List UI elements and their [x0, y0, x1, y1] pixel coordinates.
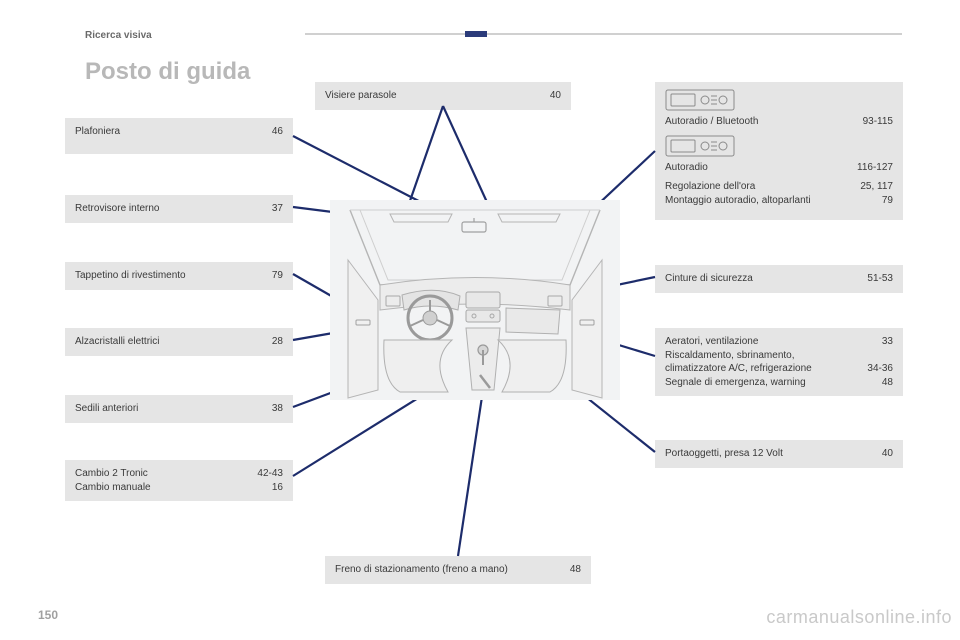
callout-tappetino: Tappetino di rivestimento 79 — [65, 262, 293, 290]
callout-ref: 46 — [272, 125, 283, 139]
radio-icon — [665, 135, 735, 157]
callout-plafoniera: Plafoniera 46 — [65, 118, 293, 154]
callout-radio: Autoradio / Bluetooth 93-115 Autoradio 116-… — [655, 82, 903, 220]
callout-visiere: Visiere parasole 40 — [315, 82, 571, 110]
callout-ref: 42-43 16 — [257, 467, 283, 494]
callout-ref: 37 — [272, 202, 283, 216]
callout-retrovisore: Retrovisore interno 37 — [65, 195, 293, 223]
callout-label: Regolazione dell'ora Montaggio autoradio… — [665, 180, 811, 207]
divider — [305, 33, 465, 35]
callout-label: Portaoggetti, presa 12 Volt — [665, 447, 783, 461]
callout-ref: 28 — [272, 335, 283, 349]
watermark: carmanualsonline.info — [766, 607, 952, 628]
radio-icon — [665, 89, 735, 111]
callout-ref: 93-115 — [863, 115, 893, 129]
accent-bar — [465, 31, 487, 37]
page: Ricerca visiva Posto di guida 150 carman… — [0, 0, 960, 640]
callout-cambio: Cambio 2 Tronic Cambio manuale 42-43 16 — [65, 460, 293, 501]
callout-label: Cambio 2 Tronic Cambio manuale — [75, 467, 151, 494]
callout-label: Cinture di sicurezza — [665, 272, 753, 286]
callout-label: Plafoniera — [75, 125, 120, 139]
callout-freno: Freno di stazionamento (freno a mano) 48 — [325, 556, 591, 584]
callout-ref: 79 — [272, 269, 283, 283]
callout-sedili: Sedili anteriori 38 — [65, 395, 293, 423]
callout-label: Alzacristalli elettrici — [75, 335, 159, 349]
callout-ref: 33 34-36 48 — [867, 335, 893, 389]
page-number: 150 — [38, 608, 58, 622]
callout-aeratori: Aeratori, ventilazione Riscaldamento, sb… — [655, 328, 903, 396]
callout-ref: 25, 117 79 — [860, 180, 893, 207]
divider — [487, 33, 902, 35]
callout-label: Autoradio / Bluetooth — [665, 115, 758, 129]
breadcrumb: Ricerca visiva — [85, 30, 152, 41]
callout-label: Tappetino di rivestimento — [75, 269, 186, 283]
callout-ref: 116-127 — [857, 161, 893, 175]
interior-diagram — [330, 200, 620, 400]
callout-ref: 48 — [570, 563, 581, 577]
callout-porta: Portaoggetti, presa 12 Volt 40 — [655, 440, 903, 468]
page-title: Posto di guida — [85, 58, 250, 86]
callout-label: Retrovisore interno — [75, 202, 159, 216]
callout-ref: 40 — [882, 447, 893, 461]
callout-label: Sedili anteriori — [75, 402, 138, 416]
callout-cinture: Cinture di sicurezza 51-53 — [655, 265, 903, 293]
callout-label: Visiere parasole — [325, 89, 397, 103]
callout-ref: 51-53 — [867, 272, 893, 286]
callout-ref: 38 — [272, 402, 283, 416]
callout-ref: 40 — [550, 89, 561, 103]
callout-alzacristalli: Alzacristalli elettrici 28 — [65, 328, 293, 356]
callout-label: Freno di stazionamento (freno a mano) — [335, 563, 508, 577]
callout-label: Aeratori, ventilazione Riscaldamento, sb… — [665, 335, 812, 389]
callout-label: Autoradio — [665, 161, 708, 175]
